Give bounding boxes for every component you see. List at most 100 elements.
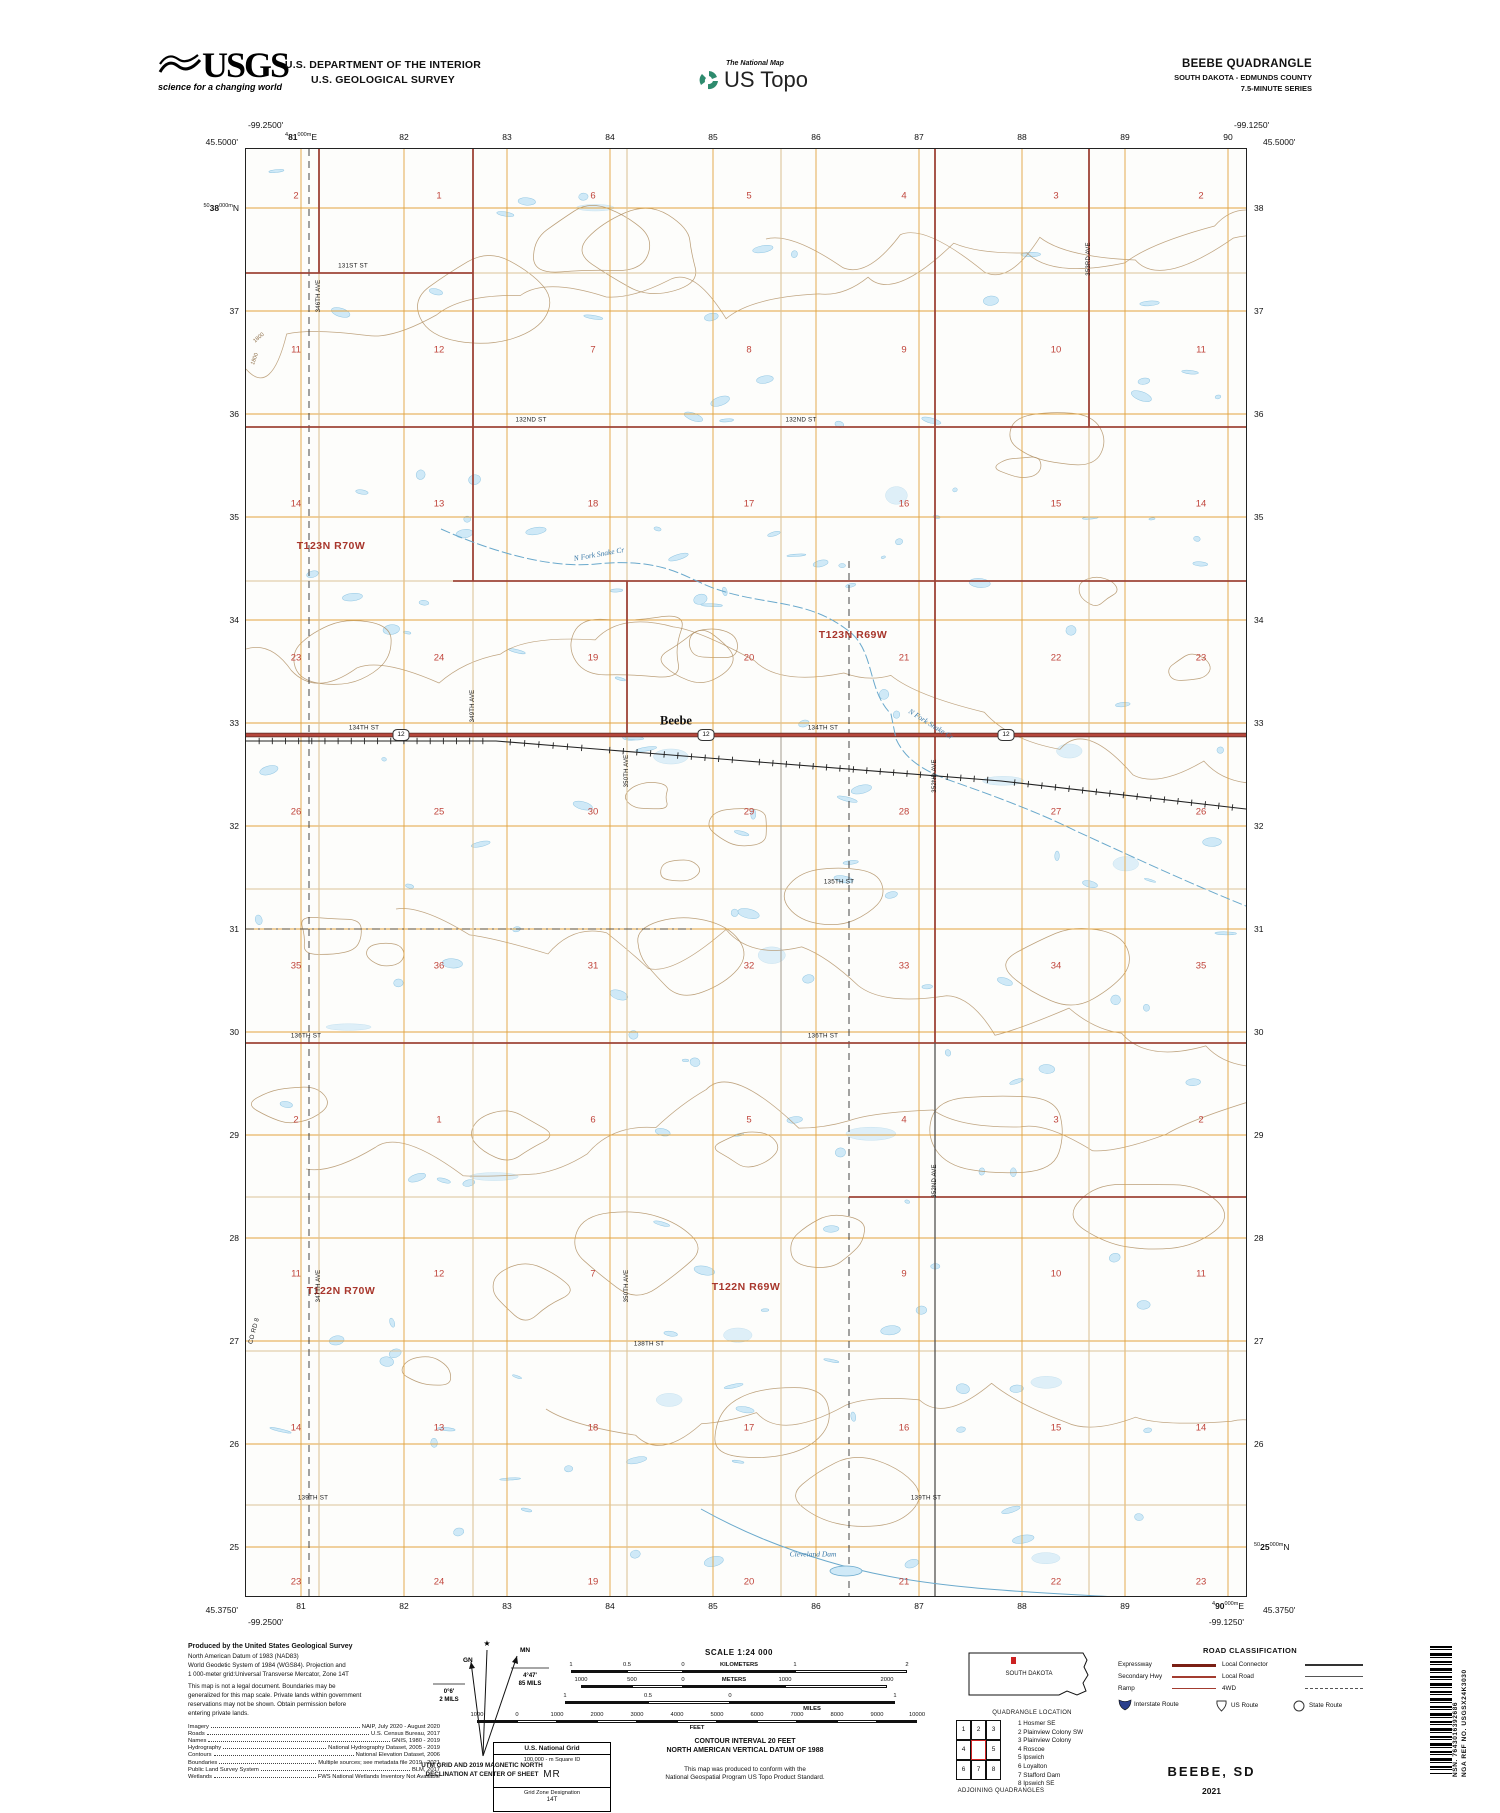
adjoining-quad-cell: 8: [986, 1760, 1001, 1780]
section-number: 16: [898, 498, 910, 510]
adjoining-quad-cell: 4: [956, 1740, 971, 1760]
quadrangle-location-caption: QUADRANGLE LOCATION: [992, 1710, 1072, 1716]
grid-edge-label: 88: [1017, 132, 1027, 142]
nga-ref-code: NGA REF NO. USGSX24K3030: [1461, 1669, 1468, 1777]
section-number: 35: [1195, 960, 1207, 972]
road-classification-title: ROAD CLASSIFICATION: [1202, 1646, 1298, 1655]
section-number: 26: [1195, 806, 1207, 818]
section-number: 23: [1195, 652, 1207, 664]
scale-bar-segment: [677, 1720, 717, 1723]
section-number: 21: [898, 1576, 910, 1588]
us-topo-label: US Topo: [724, 67, 808, 92]
section-number: 23: [290, 1576, 302, 1588]
township-label: T123N R69W: [818, 629, 888, 641]
section-number: 8: [746, 344, 752, 356]
adjoining-quad-cell: 5: [986, 1740, 1001, 1760]
scale-tick-label: 4000: [670, 1712, 684, 1718]
produced-by: Produced by the United States Geological…: [188, 1643, 353, 1650]
street-label: 138TH ST: [633, 1340, 665, 1348]
road-class-line: [1172, 1688, 1216, 1689]
scale-tick-label: 0.5: [643, 1693, 653, 1699]
avenue-label: 347TH AVE: [316, 1269, 322, 1303]
route-type-label: State Route: [1309, 1702, 1343, 1709]
township-label: T122N R69W: [711, 1281, 781, 1293]
topo-map-canvas: 2 1 6 5 4 3 2 11 12 7 8 9 10 11 14 13 18 17 16 15 14 23 24 19 20…: [204, 120, 1296, 1627]
route-type-icon: [1293, 1699, 1305, 1717]
adjoining-quad-name: 4 Roscoe: [1018, 1745, 1045, 1753]
us-topo-logo: The National Map US Topo: [698, 60, 808, 93]
usng-square-id-label: 100,000 - m Square ID: [494, 1754, 610, 1763]
section-number: 3: [1053, 1114, 1059, 1126]
scale-tick-label: 1: [893, 1693, 897, 1699]
us-route-shield-icon: [1216, 1700, 1227, 1712]
grid-edge-label: 29: [1254, 1130, 1264, 1140]
section-number: 11: [291, 344, 301, 356]
section-number: 35: [290, 960, 302, 972]
source-value: Multiple sources; see metadata file 2019…: [318, 1759, 440, 1766]
source-key: Boundaries: [188, 1759, 218, 1766]
scale-tick-label: 1: [563, 1693, 567, 1699]
section-number: 27: [1050, 806, 1062, 818]
grid-edge-label: 490000mE: [1212, 1601, 1244, 1611]
adjoining-quad-name: 8 Ipswich SE: [1018, 1780, 1055, 1788]
section-number: 18: [587, 498, 599, 510]
scale-tick-label: 0: [728, 1693, 732, 1699]
section-number: 26: [290, 806, 302, 818]
grid-edge-label: 83: [502, 132, 512, 142]
town-label: Beebe: [660, 713, 692, 728]
scale-bar-segment: [597, 1720, 637, 1723]
quad-title: BEEBE QUADRANGLE: [1181, 58, 1312, 70]
legal-line: This map is not a legal document. Bounda…: [188, 1683, 336, 1691]
us-route-shield: 12: [697, 729, 715, 741]
route-type-icon: [1215, 1699, 1228, 1717]
section-number: 22: [1050, 1576, 1062, 1588]
adjoining-quad-name: 5 Ipswich: [1018, 1754, 1045, 1762]
scale-bar-segment: [795, 1670, 907, 1673]
grid-edge-label: 26: [1254, 1439, 1264, 1449]
scale-bar-segment: [717, 1720, 757, 1723]
route-type-label: US Route: [1231, 1702, 1259, 1709]
corner-coordinate: -99.1250': [1208, 1617, 1244, 1627]
barcode: [1430, 1646, 1452, 1774]
map-label-layer: 2 1 6 5 4 3 2 11 12 7 8 9 10 11 14 13 18 17 16 15 14 23 24 19 20…: [204, 120, 1296, 1627]
section-number: 16: [898, 1422, 910, 1434]
adjoining-quad-name: 1 Hosmer SE: [1018, 1720, 1056, 1727]
corner-coordinate: 45.5000': [205, 137, 238, 147]
avenue-label: 350TH AVE: [624, 754, 630, 788]
leader-dots: [214, 1777, 316, 1778]
street-label: 132ND ST: [785, 416, 817, 424]
section-number: 36: [433, 960, 445, 972]
grid-edge-label: 89: [1120, 1601, 1130, 1611]
scale-tick-label: 1000: [778, 1677, 792, 1683]
scale-bar-segment: [477, 1720, 517, 1723]
svg-text:0°6': 0°6': [444, 1689, 455, 1695]
scale-tick-label: 2000: [880, 1677, 894, 1683]
declination-caption-2: DECLINATION AT CENTER OF SHEET: [425, 1770, 539, 1778]
scale-unit-label: FEET: [689, 1725, 705, 1731]
source-value: National Elevation Dataset, 2006: [355, 1752, 440, 1759]
scale-bar-segment: [517, 1720, 557, 1723]
grid-edge-label: 88: [1017, 1601, 1027, 1611]
avenue-label: 353RD AVE: [1086, 242, 1092, 276]
svg-text:2 MILS: 2 MILS: [439, 1697, 458, 1703]
data-sources: Imagery NAIP, July 2020 - August 2020 Road…: [188, 1724, 440, 1782]
section-number: 5: [746, 1114, 752, 1126]
declination-diagram: ★ GN MN 0°6' 2 MILS 4°47' 85 MILS: [433, 1639, 549, 1757]
avenue-label: 346TH AVE: [316, 279, 322, 313]
street-label: 139TH ST: [910, 1494, 942, 1502]
section-number: 20: [743, 652, 755, 664]
grid-edge-label: 29: [229, 1130, 239, 1140]
grid-edge-label: 35: [1254, 512, 1264, 522]
scale-bar-segment: [683, 1670, 795, 1673]
source-value: U.S. Census Bureau, 2017: [371, 1730, 440, 1737]
section-number: 29: [743, 806, 755, 818]
scale-tick-label: 7000: [790, 1712, 804, 1718]
section-number: 17: [743, 1422, 755, 1434]
source-value: BLM, 2017: [411, 1766, 440, 1773]
avenue-label: 352ND AVE: [932, 1164, 938, 1198]
road-class-label: Local Connector: [1222, 1661, 1268, 1668]
adjoining-quads-list: 1 Hosmer SE 2 Plainview Colony SW 3 Plainv…: [1018, 1720, 1083, 1789]
road-class-line: [1172, 1676, 1216, 1678]
national-map-label: The National Map: [726, 60, 784, 67]
